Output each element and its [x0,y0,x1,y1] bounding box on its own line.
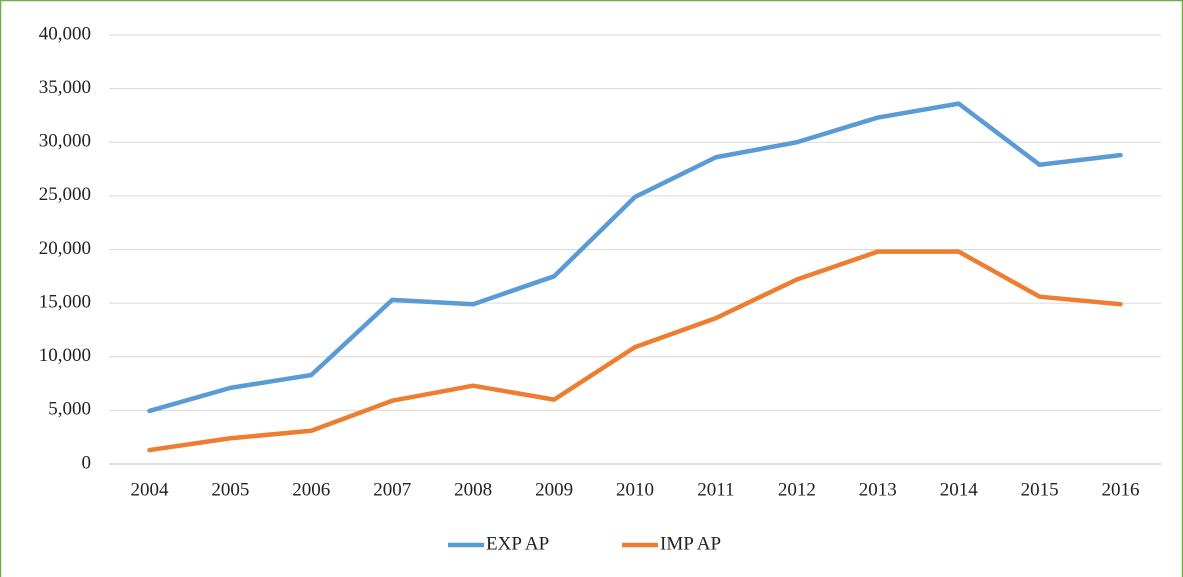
x-tick-label: 2014 [940,479,979,500]
x-tick-label: 2004 [130,479,169,500]
x-tick-label: 2008 [454,479,492,500]
x-tick-label: 2005 [211,479,249,500]
y-tick-label: 0 [82,452,92,473]
y-tick-label: 5,000 [48,399,91,420]
x-tick-label: 2007 [373,479,411,500]
x-tick-label: 2012 [778,479,816,500]
y-tick-label: 25,000 [39,184,91,205]
series-line [147,101,1123,414]
x-tick-label: 2010 [616,479,654,500]
series-line [147,249,1123,453]
legend-label: IMP AP [660,533,721,554]
y-tick-label: 20,000 [39,238,91,259]
legend-label: EXP AP [486,533,549,554]
y-tick-label: 40,000 [39,23,91,44]
x-tick-label: 2015 [1021,479,1059,500]
y-tick-label: 10,000 [39,345,91,366]
x-tick-label: 2016 [1102,479,1140,500]
x-tick-label: 2013 [859,479,897,500]
y-tick-label: 15,000 [39,291,91,312]
y-tick-label: 35,000 [39,77,91,98]
x-tick-label: 2009 [535,479,573,500]
y-tick-label: 30,000 [39,131,91,152]
x-tick-label: 2011 [697,479,734,500]
x-tick-label: 2006 [292,479,330,500]
